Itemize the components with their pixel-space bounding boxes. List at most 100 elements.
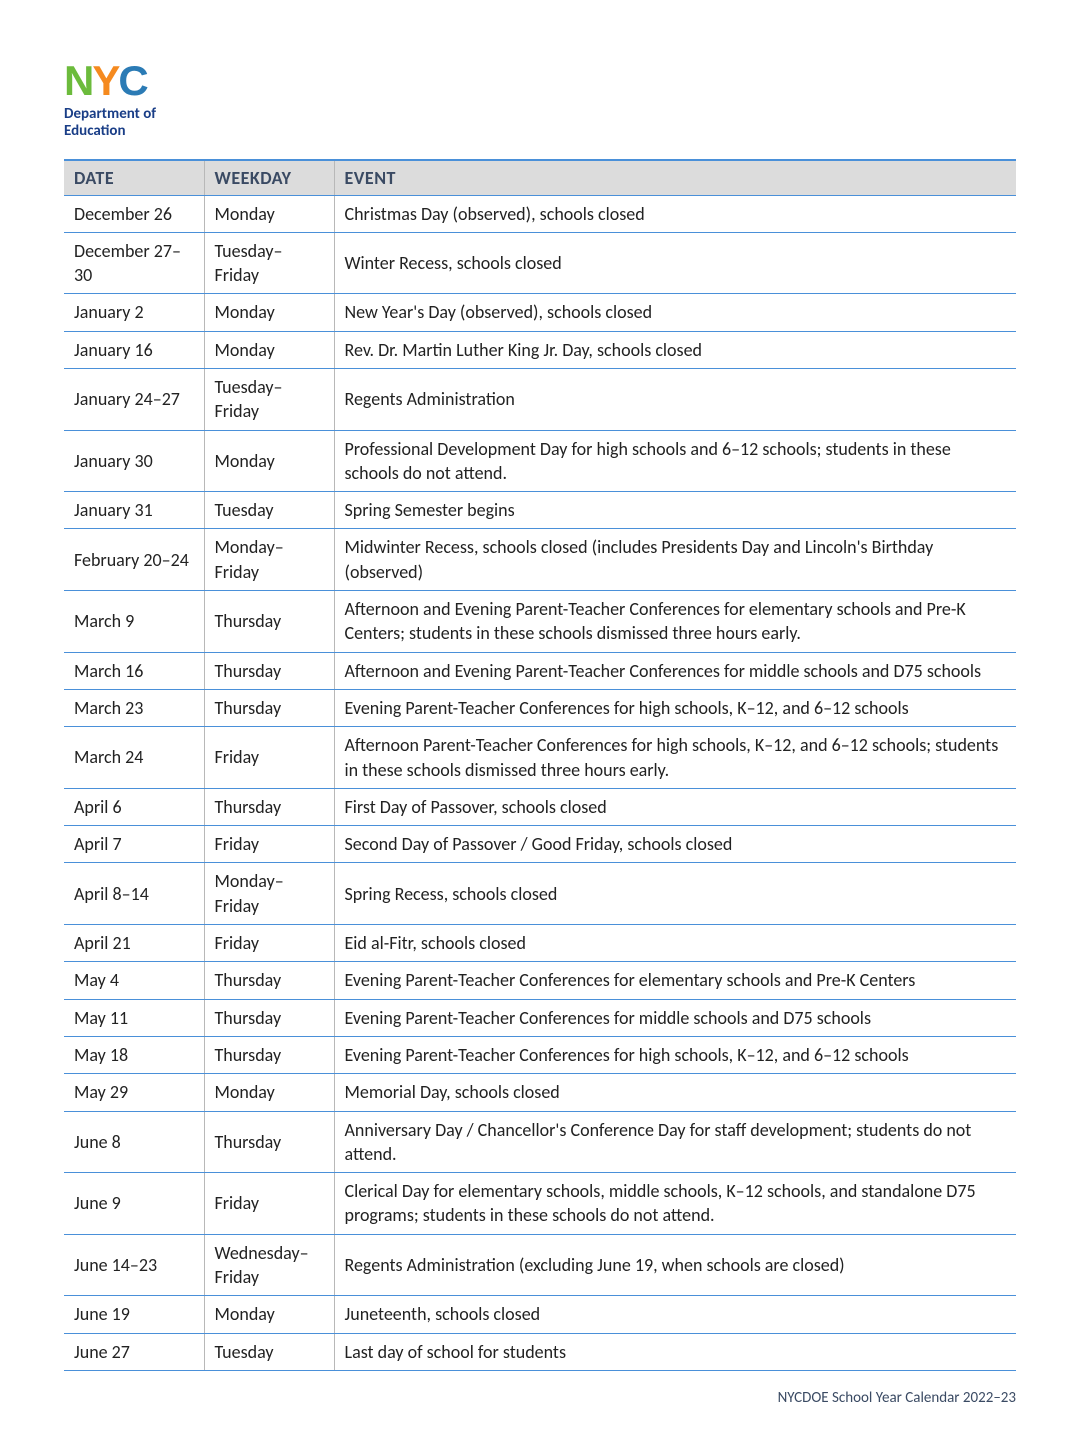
table-row: December 27–30Tuesday–FridayWinter Reces… — [64, 232, 1016, 294]
cell-event: Regents Administration — [334, 368, 1016, 430]
cell-date: February 20–24 — [64, 529, 204, 591]
logo-letter-n: N — [64, 60, 92, 102]
cell-event: Spring Recess, schools closed — [334, 863, 1016, 925]
cell-event: Professional Development Day for high sc… — [334, 430, 1016, 492]
table-row: June 27TuesdayLast day of school for stu… — [64, 1333, 1016, 1370]
cell-date: March 24 — [64, 727, 204, 789]
logo-sub-line1: Department of — [64, 105, 156, 123]
table-row: January 30MondayProfessional Development… — [64, 430, 1016, 492]
cell-event: Christmas Day (observed), schools closed — [334, 195, 1016, 232]
logo: N Y C Department of Education — [64, 60, 1016, 141]
cell-weekday: Monday — [204, 1074, 334, 1111]
table-row: January 31TuesdaySpring Semester begins — [64, 492, 1016, 529]
cell-weekday: Thursday — [204, 591, 334, 653]
cell-event: Evening Parent-Teacher Conferences for e… — [334, 962, 1016, 999]
table-row: January 24–27Tuesday–FridayRegents Admin… — [64, 368, 1016, 430]
cell-event: Afternoon Parent-Teacher Conferences for… — [334, 727, 1016, 789]
cell-event: Rev. Dr. Martin Luther King Jr. Day, sch… — [334, 331, 1016, 368]
cell-date: May 29 — [64, 1074, 204, 1111]
cell-event: Second Day of Passover / Good Friday, sc… — [334, 826, 1016, 863]
cell-event: Winter Recess, schools closed — [334, 232, 1016, 294]
cell-weekday: Tuesday — [204, 1333, 334, 1370]
cell-event: Last day of school for students — [334, 1333, 1016, 1370]
cell-date: January 2 — [64, 294, 204, 331]
cell-event: New Year's Day (observed), schools close… — [334, 294, 1016, 331]
cell-weekday: Friday — [204, 925, 334, 962]
table-row: May 18ThursdayEvening Parent-Teacher Con… — [64, 1036, 1016, 1073]
cell-date: May 18 — [64, 1036, 204, 1073]
cell-event: Eid al-Fitr, schools closed — [334, 925, 1016, 962]
cell-date: March 16 — [64, 652, 204, 689]
cell-date: June 19 — [64, 1296, 204, 1333]
col-header-weekday: WEEKDAY — [204, 160, 334, 196]
logo-letters: N Y C — [64, 60, 1016, 102]
table-row: May 11ThursdayEvening Parent-Teacher Con… — [64, 999, 1016, 1036]
cell-weekday: Monday — [204, 331, 334, 368]
cell-weekday: Friday — [204, 826, 334, 863]
cell-event: Memorial Day, schools closed — [334, 1074, 1016, 1111]
cell-event: Midwinter Recess, schools closed (includ… — [334, 529, 1016, 591]
table-row: June 9FridayClerical Day for elementary … — [64, 1173, 1016, 1235]
table-row: April 6ThursdayFirst Day of Passover, sc… — [64, 788, 1016, 825]
cell-date: December 27–30 — [64, 232, 204, 294]
cell-event: Regents Administration (excluding June 1… — [334, 1234, 1016, 1296]
cell-weekday: Friday — [204, 727, 334, 789]
table-row: April 21FridayEid al-Fitr, schools close… — [64, 925, 1016, 962]
cell-event: Evening Parent-Teacher Conferences for m… — [334, 999, 1016, 1036]
table-row: December 26MondayChristmas Day (observed… — [64, 195, 1016, 232]
cell-event: Anniversary Day / Chancellor's Conferenc… — [334, 1111, 1016, 1173]
table-header-row: DATE WEEKDAY EVENT — [64, 160, 1016, 196]
cell-date: January 24–27 — [64, 368, 204, 430]
cell-weekday: Thursday — [204, 652, 334, 689]
calendar-table: DATE WEEKDAY EVENT December 26MondayChri… — [64, 159, 1016, 1371]
cell-weekday: Monday–Friday — [204, 529, 334, 591]
cell-weekday: Monday — [204, 294, 334, 331]
cell-event: Juneteenth, schools closed — [334, 1296, 1016, 1333]
table-row: February 20–24Monday–FridayMidwinter Rec… — [64, 529, 1016, 591]
logo-letter-y: Y — [92, 60, 118, 102]
cell-date: May 11 — [64, 999, 204, 1036]
cell-weekday: Wednesday–Friday — [204, 1234, 334, 1296]
cell-weekday: Friday — [204, 1173, 334, 1235]
table-row: June 19MondayJuneteenth, schools closed — [64, 1296, 1016, 1333]
cell-event: Afternoon and Evening Parent-Teacher Con… — [334, 591, 1016, 653]
cell-date: April 8–14 — [64, 863, 204, 925]
table-row: March 24FridayAfternoon Parent-Teacher C… — [64, 727, 1016, 789]
table-row: March 23ThursdayEvening Parent-Teacher C… — [64, 689, 1016, 726]
logo-subtitle: Department of Education — [64, 106, 1016, 141]
table-row: January 2MondayNew Year's Day (observed)… — [64, 294, 1016, 331]
table-row: May 29MondayMemorial Day, schools closed — [64, 1074, 1016, 1111]
cell-date: December 26 — [64, 195, 204, 232]
logo-letter-c: C — [118, 60, 146, 102]
cell-weekday: Tuesday–Friday — [204, 232, 334, 294]
cell-weekday: Monday — [204, 195, 334, 232]
cell-date: March 23 — [64, 689, 204, 726]
table-row: April 7FridaySecond Day of Passover / Go… — [64, 826, 1016, 863]
cell-event: Evening Parent-Teacher Conferences for h… — [334, 1036, 1016, 1073]
cell-date: June 9 — [64, 1173, 204, 1235]
table-row: May 4ThursdayEvening Parent-Teacher Conf… — [64, 962, 1016, 999]
cell-weekday: Tuesday–Friday — [204, 368, 334, 430]
cell-weekday: Thursday — [204, 1111, 334, 1173]
cell-event: Afternoon and Evening Parent-Teacher Con… — [334, 652, 1016, 689]
cell-date: January 30 — [64, 430, 204, 492]
cell-date: June 27 — [64, 1333, 204, 1370]
table-row: March 9ThursdayAfternoon and Evening Par… — [64, 591, 1016, 653]
cell-weekday: Monday — [204, 430, 334, 492]
table-body: December 26MondayChristmas Day (observed… — [64, 195, 1016, 1370]
table-row: March 16ThursdayAfternoon and Evening Pa… — [64, 652, 1016, 689]
cell-weekday: Thursday — [204, 689, 334, 726]
cell-date: April 6 — [64, 788, 204, 825]
cell-date: January 16 — [64, 331, 204, 368]
cell-event: Spring Semester begins — [334, 492, 1016, 529]
cell-weekday: Monday — [204, 1296, 334, 1333]
cell-date: March 9 — [64, 591, 204, 653]
table-row: June 14–23Wednesday–FridayRegents Admini… — [64, 1234, 1016, 1296]
cell-date: January 31 — [64, 492, 204, 529]
col-header-date: DATE — [64, 160, 204, 196]
cell-event: First Day of Passover, schools closed — [334, 788, 1016, 825]
table-row: April 8–14Monday–FridaySpring Recess, sc… — [64, 863, 1016, 925]
cell-weekday: Thursday — [204, 999, 334, 1036]
cell-weekday: Monday–Friday — [204, 863, 334, 925]
cell-date: June 8 — [64, 1111, 204, 1173]
